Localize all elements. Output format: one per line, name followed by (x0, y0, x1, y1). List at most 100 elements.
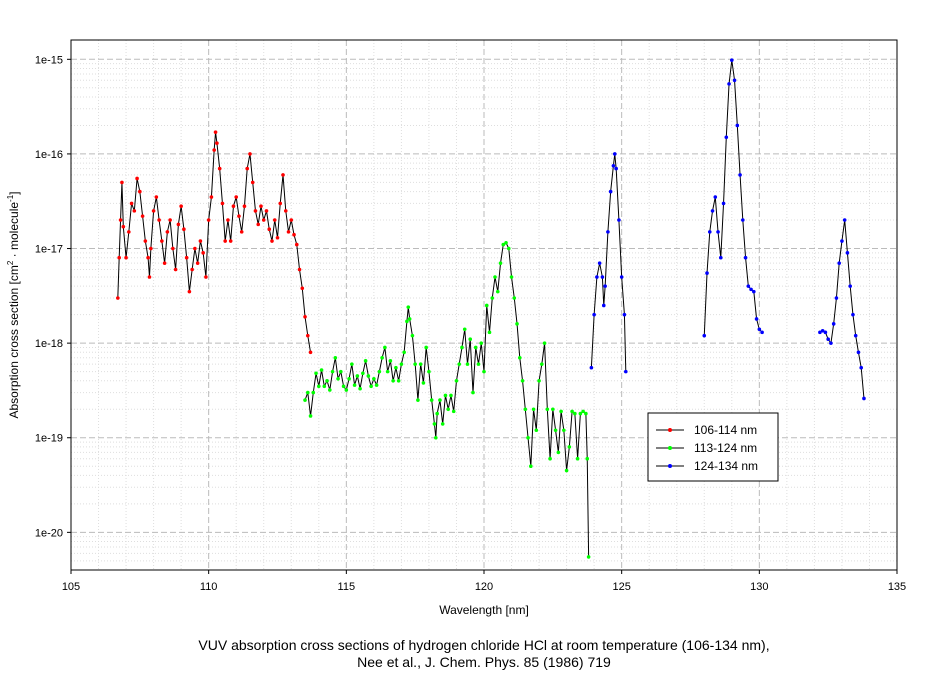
data-point (413, 362, 417, 366)
data-point (154, 195, 159, 199)
data-point (173, 267, 178, 272)
data-point (406, 305, 411, 309)
data-point (138, 189, 142, 194)
data-point (559, 409, 563, 414)
data-point (272, 218, 277, 222)
data-point (305, 390, 310, 395)
data-point (372, 376, 376, 381)
data-point (468, 337, 473, 342)
series-1 (116, 130, 313, 355)
data-point (829, 341, 833, 345)
y-axis-title: Absorption cross section [cm2 · molecule… (6, 191, 21, 418)
data-point (482, 369, 486, 374)
data-point (487, 330, 492, 335)
data-point (118, 218, 123, 222)
y-tick-label: 1e-15 (35, 54, 63, 66)
data-point (151, 209, 156, 213)
data-point (493, 275, 497, 279)
data-point (619, 275, 624, 279)
data-point (283, 209, 288, 213)
data-point (600, 275, 605, 279)
data-point (834, 296, 839, 300)
data-point (446, 407, 451, 412)
data-point (537, 378, 541, 383)
data-point (490, 296, 495, 300)
data-point (157, 218, 161, 222)
data-point (586, 555, 591, 559)
data-point (611, 163, 616, 168)
data-point (498, 261, 503, 265)
data-point (168, 218, 172, 222)
data-point (165, 230, 170, 234)
legend: 106-114 nm 113-124 nm 124-134 nm (647, 412, 779, 482)
data-point (427, 369, 431, 374)
data-point (741, 218, 745, 222)
data-point (614, 166, 618, 171)
data-point (179, 204, 183, 209)
data-point (435, 411, 439, 416)
data-point (506, 246, 511, 251)
data-point (149, 246, 153, 251)
data-point (206, 218, 211, 222)
data-point (239, 230, 244, 234)
data-point (460, 345, 464, 350)
data-point (862, 396, 866, 401)
data-point (374, 383, 379, 387)
data-point (451, 409, 456, 414)
data-point (585, 456, 590, 461)
data-point (509, 275, 514, 279)
legend-marker (668, 446, 672, 450)
data-point (623, 369, 628, 374)
data-point (201, 251, 205, 255)
data-point (545, 407, 550, 412)
data-point (622, 312, 627, 317)
data-point (479, 341, 484, 345)
y-tick-label: 1e-19 (35, 433, 63, 445)
data-point (504, 240, 508, 245)
x-axis: 105 110 115 120 125 130 135 (62, 570, 906, 593)
x-tick-label: 135 (888, 581, 906, 593)
data-point (721, 201, 726, 206)
data-point (410, 333, 415, 338)
data-point (820, 329, 825, 333)
data-point (347, 376, 351, 381)
legend-marker (668, 428, 672, 432)
data-point (341, 384, 346, 389)
data-point (534, 428, 539, 433)
data-point (264, 209, 269, 213)
data-point (570, 409, 574, 414)
x-axis-title: Wavelength [nm] (439, 603, 529, 617)
data-point (135, 176, 139, 181)
data-point (517, 355, 522, 360)
data-point (143, 239, 148, 243)
data-point (749, 287, 753, 292)
data-point (129, 201, 134, 206)
data-point (317, 384, 321, 389)
data-point (853, 333, 858, 338)
caption-line-1: VUV absorption cross sections of hydroge… (198, 637, 769, 653)
data-point (840, 239, 844, 243)
caption-line-2: Nee et al., J. Chem. Phys. 85 (1986) 719 (357, 654, 611, 670)
data-point (217, 166, 222, 171)
data-point (584, 411, 588, 416)
data-point (837, 261, 841, 265)
x-tick-label: 130 (750, 581, 768, 593)
data-point (383, 345, 387, 350)
data-point (124, 255, 128, 260)
data-point (416, 398, 420, 402)
data-point (226, 218, 230, 222)
data-point (617, 218, 621, 222)
data-point (608, 189, 613, 194)
data-point (237, 214, 241, 218)
data-point (818, 330, 822, 335)
data-point (501, 242, 506, 247)
data-point (248, 152, 252, 156)
data-point (564, 468, 569, 473)
data-point (407, 317, 412, 321)
data-point (754, 317, 759, 321)
data-point (421, 381, 426, 385)
data-point (443, 393, 448, 398)
data-point (350, 362, 354, 366)
data-point (484, 303, 489, 308)
data-point (531, 407, 536, 412)
